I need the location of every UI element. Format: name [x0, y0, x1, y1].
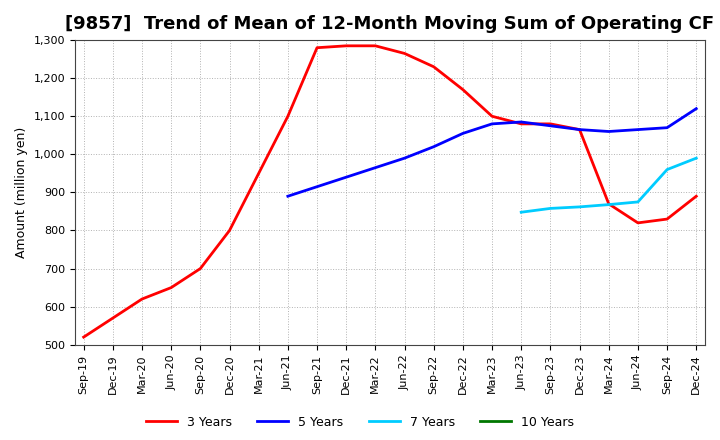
3 Years: [400, 51, 409, 56]
3 Years: [634, 220, 642, 226]
3 Years: [284, 114, 292, 119]
7 Years: [692, 155, 701, 161]
5 Years: [284, 194, 292, 199]
3 Years: [138, 297, 146, 302]
3 Years: [487, 114, 496, 119]
Y-axis label: Amount (million yen): Amount (million yen): [15, 127, 28, 258]
5 Years: [371, 165, 379, 170]
7 Years: [575, 204, 584, 209]
3 Years: [167, 285, 176, 290]
7 Years: [517, 209, 526, 215]
5 Years: [487, 121, 496, 127]
5 Years: [400, 155, 409, 161]
5 Years: [692, 106, 701, 111]
5 Years: [517, 119, 526, 125]
3 Years: [109, 315, 117, 321]
3 Years: [692, 194, 701, 199]
3 Years: [546, 121, 554, 127]
Line: 7 Years: 7 Years: [521, 158, 696, 212]
3 Years: [225, 228, 234, 233]
3 Years: [312, 45, 321, 50]
7 Years: [546, 206, 554, 211]
3 Years: [662, 216, 671, 222]
5 Years: [634, 127, 642, 132]
3 Years: [575, 127, 584, 132]
3 Years: [459, 87, 467, 92]
3 Years: [429, 64, 438, 70]
7 Years: [662, 167, 671, 172]
Title: [9857]  Trend of Mean of 12-Month Moving Sum of Operating CF: [9857] Trend of Mean of 12-Month Moving …: [66, 15, 714, 33]
Line: 3 Years: 3 Years: [84, 46, 696, 337]
7 Years: [604, 202, 613, 207]
5 Years: [662, 125, 671, 130]
3 Years: [517, 121, 526, 127]
5 Years: [604, 129, 613, 134]
5 Years: [342, 175, 351, 180]
3 Years: [196, 266, 204, 271]
5 Years: [575, 127, 584, 132]
Line: 5 Years: 5 Years: [288, 109, 696, 196]
5 Years: [429, 144, 438, 149]
5 Years: [459, 131, 467, 136]
3 Years: [79, 334, 88, 340]
Legend: 3 Years, 5 Years, 7 Years, 10 Years: 3 Years, 5 Years, 7 Years, 10 Years: [141, 411, 579, 434]
3 Years: [604, 201, 613, 206]
5 Years: [312, 184, 321, 189]
3 Years: [342, 43, 351, 48]
3 Years: [371, 43, 379, 48]
7 Years: [634, 199, 642, 205]
5 Years: [546, 123, 554, 128]
3 Years: [254, 171, 263, 176]
